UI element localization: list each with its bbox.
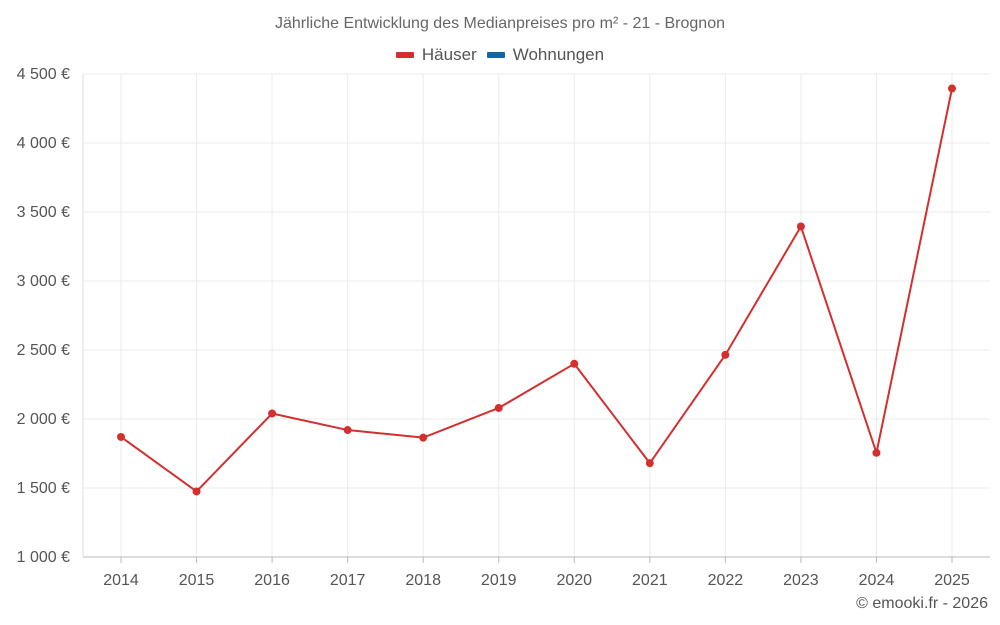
x-tick-label: 2021 bbox=[632, 572, 668, 589]
data-point bbox=[948, 84, 956, 93]
x-tick-label: 2022 bbox=[708, 572, 744, 589]
y-tick-label: 2 500 € bbox=[17, 342, 70, 359]
data-point bbox=[872, 448, 881, 457]
data-point bbox=[192, 487, 201, 496]
data-point bbox=[570, 359, 579, 368]
series bbox=[117, 84, 956, 496]
legend-item-wohnungen[interactable]: Wohnungen bbox=[486, 45, 605, 65]
legend-label-haeuser: Häuser bbox=[421, 45, 477, 64]
chart-legend: Häuser Wohnungen bbox=[0, 45, 1000, 65]
y-tick-label: 3 000 € bbox=[17, 273, 70, 290]
y-tick-label: 4 000 € bbox=[17, 135, 70, 152]
x-tick-label: 2020 bbox=[556, 572, 592, 589]
x-tick-label: 2024 bbox=[859, 572, 895, 589]
data-point bbox=[494, 403, 503, 412]
y-tick-label: 4 500 € bbox=[17, 66, 70, 83]
series-line bbox=[120, 88, 953, 493]
data-point bbox=[645, 459, 654, 468]
x-tick-label: 2014 bbox=[103, 572, 139, 589]
x-tick-label: 2016 bbox=[254, 572, 290, 589]
y-tick-label: 2 000 € bbox=[17, 411, 70, 428]
data-point bbox=[268, 409, 277, 418]
data-point bbox=[117, 432, 125, 441]
x-tick-label: 2018 bbox=[405, 572, 441, 589]
data-point bbox=[721, 350, 730, 359]
credit-text: © emooki.fr - 2026 bbox=[856, 595, 988, 612]
data-point bbox=[796, 222, 805, 231]
y-tick-label: 3 500 € bbox=[17, 204, 70, 221]
y-tick-label: 1 000 € bbox=[17, 549, 70, 566]
chart-title: Jährliche Entwicklung des Medianpreises … bbox=[275, 15, 725, 32]
data-point bbox=[343, 426, 352, 435]
x-tick-label: 2025 bbox=[934, 572, 970, 589]
legend-swatch-haeuser bbox=[395, 52, 414, 58]
grid bbox=[83, 73, 990, 558]
legend-label-wohnungen: Wohnungen bbox=[512, 45, 605, 64]
axes: 1 000 € 1 500 € 2 000 € 2 500 € 3 000 € 3 500… bbox=[17, 66, 990, 589]
legend-swatch-wohnungen bbox=[486, 52, 505, 58]
y-tick-label: 1 500 € bbox=[17, 480, 70, 497]
data-point bbox=[419, 433, 428, 442]
x-tick-label: 2023 bbox=[783, 572, 819, 589]
x-tick-label: 2017 bbox=[330, 572, 366, 589]
x-tick-label: 2015 bbox=[179, 572, 215, 589]
legend-item-haeuser[interactable]: Häuser bbox=[395, 45, 477, 65]
x-tick-label: 2019 bbox=[481, 572, 517, 589]
